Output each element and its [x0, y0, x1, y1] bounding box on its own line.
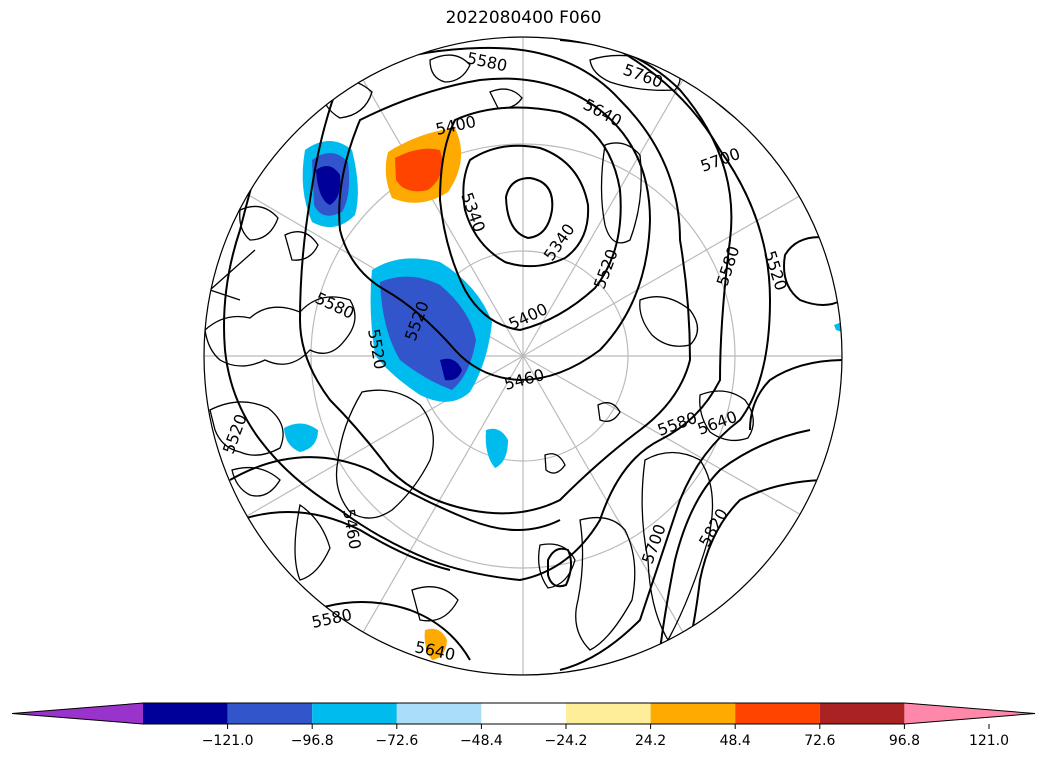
colorbar-segment	[481, 703, 566, 724]
contour-5340-inner	[504, 176, 554, 240]
contour-label: 5460	[502, 365, 546, 394]
negative-anomaly-east-greenland	[485, 428, 508, 468]
colorbar-extend-max	[904, 703, 1035, 724]
colorbar-segment	[227, 703, 313, 724]
contour-label: 5400	[434, 112, 478, 139]
contour-label: 5580	[312, 288, 357, 322]
colorbar-tick-label: 48.4	[720, 733, 751, 749]
contour-5580	[223, 37, 733, 582]
graticule	[204, 37, 842, 675]
contour-label: 5640	[413, 637, 457, 664]
colorbar-tick-label: 72.6	[804, 733, 835, 749]
height-contours	[223, 37, 842, 671]
colorbar-tick-label: −121.0	[202, 733, 254, 749]
contour-5520-south	[239, 511, 451, 571]
contour-label: 5640	[580, 95, 625, 131]
colorbar: −121.0 −96.8 −72.6 −48.4 −24.2 24.2 48.4 72.6 96…	[11, 702, 1036, 749]
colorbar-extend-min	[12, 703, 143, 724]
contour-5520	[298, 46, 692, 515]
contour-5460-south	[229, 456, 561, 531]
contour-label: 5520	[760, 248, 791, 293]
contour-label: 5340	[457, 190, 489, 235]
contour-5640	[559, 39, 772, 671]
contour-label: 5580	[655, 408, 700, 440]
colorbar-tick-label: −24.2	[545, 733, 588, 749]
contour-label: 5640	[695, 407, 740, 439]
contour-label: 5580	[310, 605, 354, 632]
colorbar-segment	[143, 703, 228, 724]
contour-label: 5580	[713, 244, 744, 289]
colorbar-tick-label: −72.6	[375, 733, 418, 749]
contour-label: 5460	[339, 507, 365, 550]
colorbar-segment	[819, 703, 905, 724]
colorbar-segment	[650, 703, 736, 724]
map-boundary	[203, 36, 843, 676]
positive-anomaly-south	[424, 628, 447, 660]
colorbar-segment	[566, 703, 651, 724]
contour-5340	[462, 144, 590, 268]
contour-5820	[689, 479, 831, 641]
colorbar-segment	[312, 703, 397, 724]
contour-5640-east	[749, 359, 842, 431]
contour-5580-east	[783, 236, 842, 306]
colorbar-outline	[11, 702, 1036, 725]
contour-label: 5820	[695, 505, 732, 550]
colorbar-segment	[735, 703, 820, 724]
contour-5460	[338, 77, 652, 382]
contour-label: 5580	[465, 48, 509, 75]
contour-label: 5520	[219, 412, 251, 457]
colorbar-tick-label: 24.2	[635, 733, 666, 749]
colorbar-tick-label: −96.8	[291, 733, 334, 749]
map-title: 2022080400 F060	[445, 8, 602, 28]
contour-5700	[659, 49, 781, 151]
contour-5400	[438, 106, 622, 332]
colorbar-tick-label: −48.4	[460, 733, 503, 749]
contour-5700-south	[659, 429, 811, 651]
colorbar-segment	[396, 703, 482, 724]
colorbar-tick-label: 96.8	[889, 733, 920, 749]
contour-label: 5520	[590, 247, 622, 292]
contour-small-south	[547, 547, 572, 588]
colorbar-tick-label: 121.0	[969, 733, 1009, 749]
negative-anomaly-west	[284, 423, 318, 452]
contour-label: 5700	[698, 144, 743, 176]
